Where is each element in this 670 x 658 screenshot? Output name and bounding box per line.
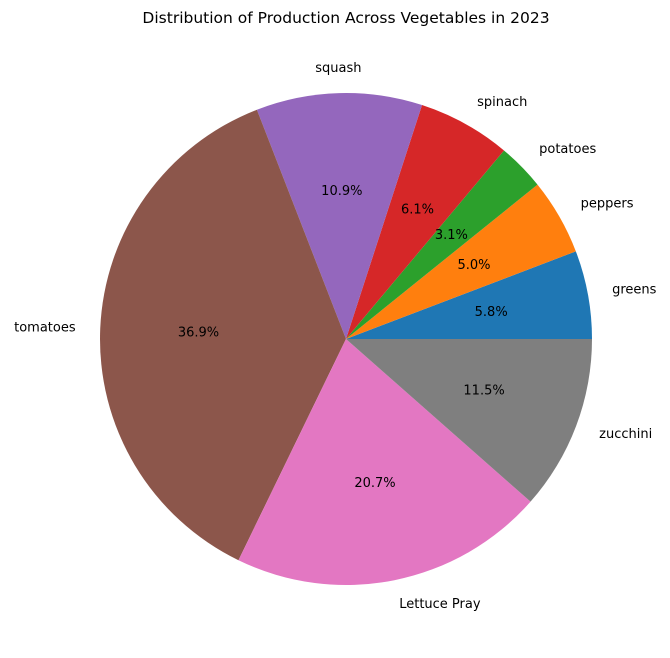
pie-pct-label-zucchini: 11.5% [463,384,504,399]
pie-slice-zucchini [346,339,592,502]
pie-slice-greens [346,251,592,339]
pie-slice-lettuce-pray [238,339,531,585]
pie-category-label-peppers: peppers [581,197,634,212]
pie-category-label-greens: greens [612,282,657,297]
pie-slices [100,92,592,585]
pie-category-label-lettuce-pray: Lettuce Pray [399,597,481,612]
pie-slice-spinach [346,105,504,339]
pie-category-label-spinach: spinach [477,95,527,110]
pie-category-label-tomatoes: tomatoes [14,320,76,335]
pie-slice-potatoes [346,150,538,339]
pie-pct-label-lettuce-pray: 20.7% [354,476,395,491]
pie-slice-squash [256,92,423,339]
pie-pct-label-potatoes: 3.1% [435,228,468,243]
pie-slice-peppers [346,184,576,339]
pie-category-label-potatoes: potatoes [539,142,596,157]
pie-category-label-squash: squash [315,61,361,76]
chart-title: Distribution of Production Across Vegeta… [142,9,549,27]
pie-category-label-zucchini: zucchini [599,427,652,442]
pie-labels: 5.8% greens 5.0% peppers 3.1% potatoes 6.1% spi… [14,61,657,612]
pie-pct-label-greens: 5.8% [475,305,508,320]
pie-pct-label-peppers: 5.0% [457,258,490,273]
pie-pct-label-spinach: 6.1% [401,202,434,217]
pie-pct-label-tomatoes: 36.9% [178,325,219,340]
pie-slice-tomatoes [100,109,346,561]
pie-pct-label-squash: 10.9% [321,184,362,199]
